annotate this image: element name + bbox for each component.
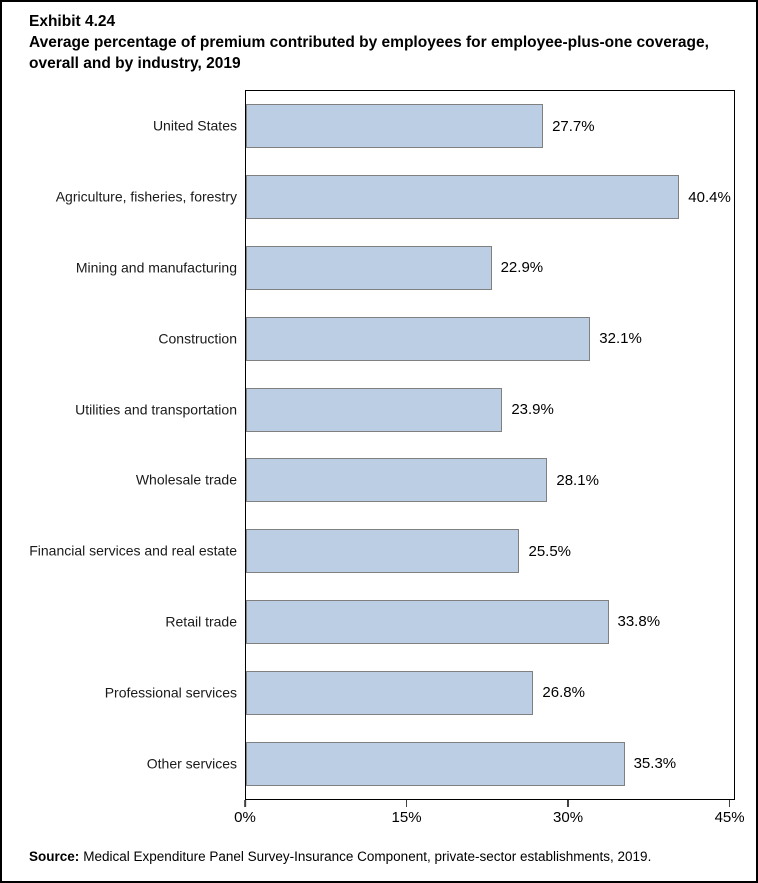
bar-row: Other services 35.3% [147, 728, 734, 799]
x-axis: 0% 15% 30% 45% [234, 800, 745, 832]
bar [246, 387, 503, 432]
bar [246, 599, 609, 644]
value-label: 32.1% [599, 330, 642, 348]
axis-tick: 30% [553, 800, 583, 826]
bar [246, 245, 492, 290]
axis-tick: 45% [715, 800, 745, 826]
tick-label: 45% [714, 809, 745, 826]
tick-mark [728, 800, 731, 807]
value-label: 22.9% [500, 259, 544, 277]
source-label: Source: [29, 849, 80, 864]
category-label: Wholesale trade [135, 471, 237, 488]
bar-row: Construction 32.1% [158, 303, 734, 374]
bar-row: Wholesale trade 28.1% [136, 445, 734, 516]
chart-title-block: Exhibit 4.24 Average percentage of premi… [29, 11, 733, 74]
tick-mark [567, 800, 569, 807]
value-label: 26.8% [542, 684, 585, 702]
bar-row: United States 27.7% [153, 91, 734, 162]
category-label: Other services [146, 755, 237, 772]
bar-row: Mining and manufacturing 22.9% [76, 233, 734, 304]
value-label: 35.3% [633, 755, 677, 773]
category-label: Utilities and transportation [75, 401, 237, 418]
bar-row: Professional services 26.8% [105, 657, 734, 728]
tick-mark [244, 800, 246, 807]
source-text: Medical Expenditure Panel Survey-Insuran… [83, 849, 652, 864]
bar [246, 741, 625, 786]
bar [246, 104, 544, 149]
bar [246, 316, 591, 361]
source-line: Source: Medical Expenditure Panel Survey-… [29, 848, 733, 865]
chart-subtitle: Average percentage of premium contribute… [29, 34, 709, 72]
bar [246, 670, 534, 715]
axis-tick: 15% [392, 800, 422, 826]
value-label: 28.1% [556, 471, 599, 489]
category-label: Professional services [104, 684, 237, 701]
tick-label: 15% [391, 809, 422, 826]
category-label: Mining and manufacturing [75, 259, 237, 276]
value-label: 33.8% [617, 613, 661, 631]
plot-area: United States 27.7% Agriculture, fisheries… [29, 90, 735, 800]
bar [246, 458, 548, 503]
bar [246, 529, 520, 574]
category-label: Financial services and real estate [29, 542, 237, 559]
value-label: 27.7% [552, 117, 595, 135]
category-label: United States [152, 117, 237, 134]
exhibit-number: Exhibit 4.24 [29, 13, 116, 30]
category-label: Agriculture, fisheries, forestry [55, 188, 237, 205]
value-label: 40.4% [688, 188, 731, 206]
axis-tick: 0% [234, 800, 256, 826]
bar-row: Utilities and transportation 23.9% [75, 374, 734, 445]
tick-mark [405, 800, 408, 807]
bar-row: Retail trade 33.8% [165, 587, 734, 658]
bar [246, 175, 680, 220]
bar-row: Financial services and real estate 25.5% [29, 516, 734, 587]
category-label: Construction [158, 330, 237, 347]
category-label: Retail trade [165, 613, 237, 630]
tick-label: 30% [553, 809, 584, 826]
value-label: 25.5% [528, 542, 572, 560]
value-label: 23.9% [511, 401, 554, 419]
bar-row: Agriculture, fisheries, forestry 40.4% [56, 162, 734, 233]
tick-label: 0% [234, 809, 256, 826]
